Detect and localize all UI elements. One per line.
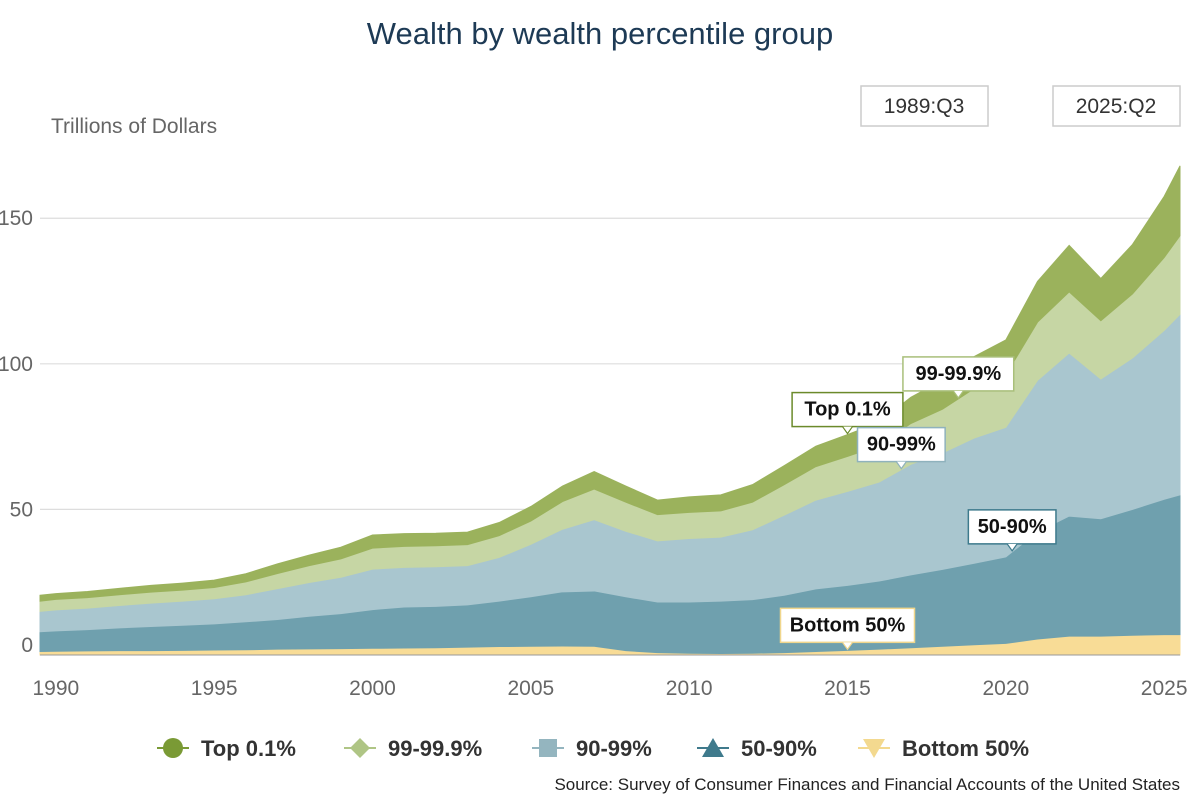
- legend-item-90-99[interactable]: 90-99%: [532, 736, 652, 761]
- legend-marker-triangle-up: [702, 738, 724, 757]
- annotation-label: Top 0.1%: [804, 399, 891, 421]
- annotation-pointer: [842, 641, 853, 651]
- source-note: Source: Survey of Consumer Finances and …: [554, 775, 1180, 794]
- x-tick-label-2010: 2010: [666, 677, 713, 700]
- x-tick-label-2000: 2000: [349, 677, 396, 700]
- annotation-label: 50-90%: [978, 516, 1047, 538]
- annotation-top-0-1: Top 0.1%: [791, 391, 904, 435]
- y-tick-label-0: 0: [21, 634, 33, 657]
- x-tick-label-1990: 1990: [32, 677, 79, 700]
- annotation-label: 90-99%: [867, 434, 936, 456]
- legend: Top 0.1% 99-99.9% 90-99% 50-90% Bottom 50%: [157, 736, 1029, 761]
- legend-marker-square: [539, 739, 557, 757]
- y-tick-label-150: 150: [0, 207, 33, 230]
- range-end-label: 2025:Q2: [1076, 95, 1157, 118]
- annotation-90-99: 90-99%: [856, 426, 946, 470]
- annotation-bottom-50: Bottom 50%: [779, 607, 916, 651]
- x-tick-label-1995: 1995: [191, 677, 238, 700]
- range-start-label: 1989:Q3: [884, 95, 965, 118]
- legend-item-top-0-1[interactable]: Top 0.1%: [157, 736, 296, 761]
- annotation-box: [791, 391, 904, 428]
- x-tick-label-2025: 2025: [1141, 677, 1188, 700]
- legend-label: 50-90%: [741, 736, 817, 761]
- annotation-pointer: [1006, 543, 1018, 552]
- y-tick-label-100: 100: [0, 353, 33, 376]
- range-end-box[interactable]: [1052, 85, 1181, 127]
- range-start-box[interactable]: [860, 85, 989, 127]
- legend-marker-triangle-down: [863, 739, 885, 758]
- annotation-99-99-9: 99-99.9%: [902, 356, 1015, 399]
- annotation-50-90: 50-90%: [967, 509, 1057, 552]
- legend-item-99-99-9[interactable]: 99-99.9%: [344, 736, 482, 761]
- annotation-pointer: [895, 461, 907, 470]
- area-series: [39, 165, 1181, 656]
- annotation-label: 99-99.9%: [916, 363, 1002, 385]
- annotation-box: [902, 356, 1015, 392]
- legend-label: Top 0.1%: [201, 736, 296, 761]
- x-tick-label-2015: 2015: [824, 677, 871, 700]
- chart-title: Wealth by wealth percentile group: [367, 16, 833, 51]
- legend-label: 99-99.9%: [388, 736, 482, 761]
- annotation-box: [856, 426, 946, 463]
- x-axis-ticks: 1990 1995 2000 2005 2010 2015 2020 2025: [32, 677, 1187, 700]
- legend-item-bottom-50[interactable]: Bottom 50%: [858, 736, 1029, 761]
- legend-label: 90-99%: [576, 736, 652, 761]
- annotation-pointer: [952, 390, 964, 399]
- x-tick-label-2005: 2005: [507, 677, 554, 700]
- annotation-box: [779, 607, 916, 644]
- legend-marker-diamond: [350, 738, 370, 758]
- x-tick-label-2020: 2020: [982, 677, 1029, 700]
- annotation-pointer: [842, 426, 853, 435]
- y-axis-ticks: 0 50 100 150: [0, 207, 33, 657]
- annotation-label: Bottom 50%: [790, 614, 906, 636]
- y-tick-label-50: 50: [10, 498, 33, 521]
- legend-label: Bottom 50%: [902, 736, 1029, 761]
- y-axis-label: Trillions of Dollars: [51, 115, 217, 138]
- legend-item-50-90[interactable]: 50-90%: [697, 736, 817, 761]
- annotation-box: [967, 509, 1057, 545]
- series-annotations: Top 0.1% 99-99.9% 90-99% 50-90% Bottom 50%: [779, 356, 1057, 651]
- legend-marker-circle: [163, 738, 183, 758]
